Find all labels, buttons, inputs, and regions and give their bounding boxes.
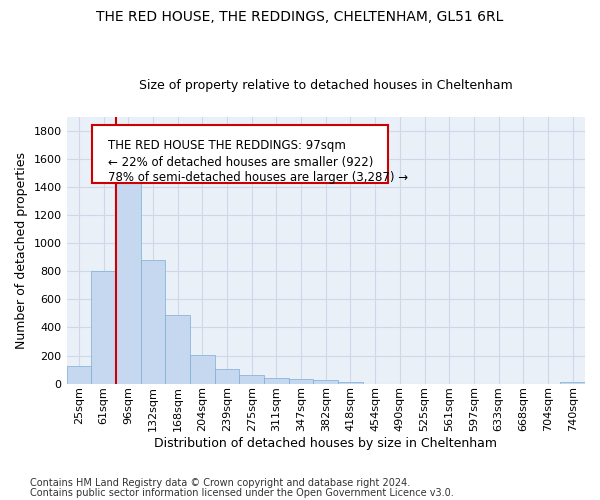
Bar xyxy=(215,369,239,384)
X-axis label: Distribution of detached houses by size in Cheltenham: Distribution of detached houses by size … xyxy=(154,437,497,450)
Bar xyxy=(140,260,165,384)
Text: Contains public sector information licensed under the Open Government Licence v3: Contains public sector information licen… xyxy=(30,488,454,498)
FancyBboxPatch shape xyxy=(92,125,388,184)
Bar xyxy=(560,382,585,384)
Bar xyxy=(313,380,338,384)
Bar xyxy=(91,272,116,384)
Bar xyxy=(190,355,215,384)
Bar xyxy=(116,176,140,384)
Text: Contains HM Land Registry data © Crown copyright and database right 2024.: Contains HM Land Registry data © Crown c… xyxy=(30,478,410,488)
Bar xyxy=(67,366,91,384)
Title: Size of property relative to detached houses in Cheltenham: Size of property relative to detached ho… xyxy=(139,79,512,92)
Bar xyxy=(264,378,289,384)
Text: THE RED HOUSE THE REDDINGS: 97sqm: THE RED HOUSE THE REDDINGS: 97sqm xyxy=(108,139,346,152)
Bar xyxy=(165,315,190,384)
Y-axis label: Number of detached properties: Number of detached properties xyxy=(15,152,28,348)
Text: ← 22% of detached houses are smaller (922): ← 22% of detached houses are smaller (92… xyxy=(108,156,373,170)
Text: THE RED HOUSE, THE REDDINGS, CHELTENHAM, GL51 6RL: THE RED HOUSE, THE REDDINGS, CHELTENHAM,… xyxy=(97,10,503,24)
Bar xyxy=(338,382,363,384)
Bar xyxy=(239,374,264,384)
Text: 78% of semi-detached houses are larger (3,287) →: 78% of semi-detached houses are larger (… xyxy=(108,171,408,184)
Bar xyxy=(289,380,313,384)
